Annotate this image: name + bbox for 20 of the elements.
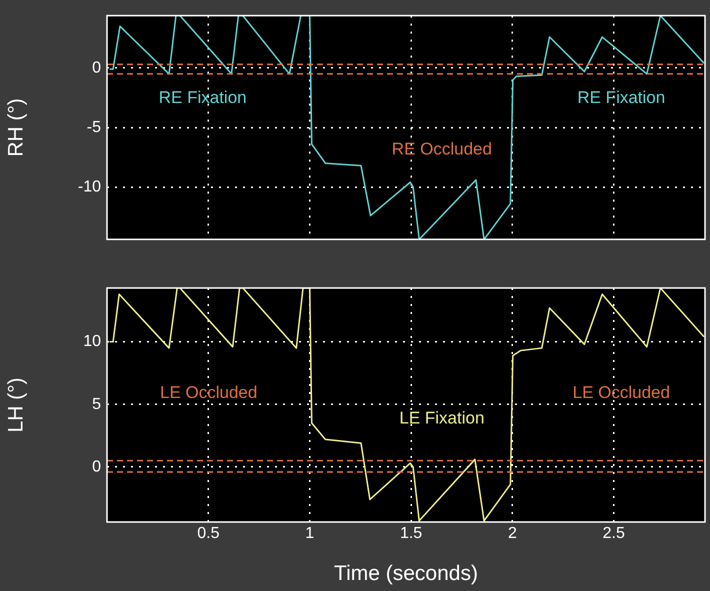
annotation: RE Fixation: [158, 88, 247, 108]
x-tick-label: 2.5: [602, 525, 625, 542]
y-tick-label: -10: [78, 178, 102, 196]
annotation: RE Occluded: [392, 140, 492, 159]
x-tick-label: 2: [508, 525, 517, 542]
x-tick-label: 0.5: [197, 525, 220, 542]
y-tick-label: 0: [92, 458, 102, 476]
x-tick-label: 1: [305, 525, 314, 542]
y-tick-label: 10: [83, 333, 102, 350]
annotation: LE Occluded: [160, 382, 258, 402]
y-tick-label: -5: [86, 118, 102, 136]
x-axis-title: Time (seconds): [334, 562, 478, 586]
annotation: LE Occluded: [572, 382, 670, 402]
annotation: LE Fixation: [399, 408, 484, 428]
x-tick-label: 1.5: [400, 525, 422, 542]
y-axis-title: LH (°): [4, 377, 28, 433]
annotation: RE Fixation: [577, 88, 666, 108]
y-tick-label: 0: [92, 59, 102, 76]
y-axis-title: RH (°): [4, 98, 28, 157]
y-tick-label: 5: [92, 396, 102, 413]
